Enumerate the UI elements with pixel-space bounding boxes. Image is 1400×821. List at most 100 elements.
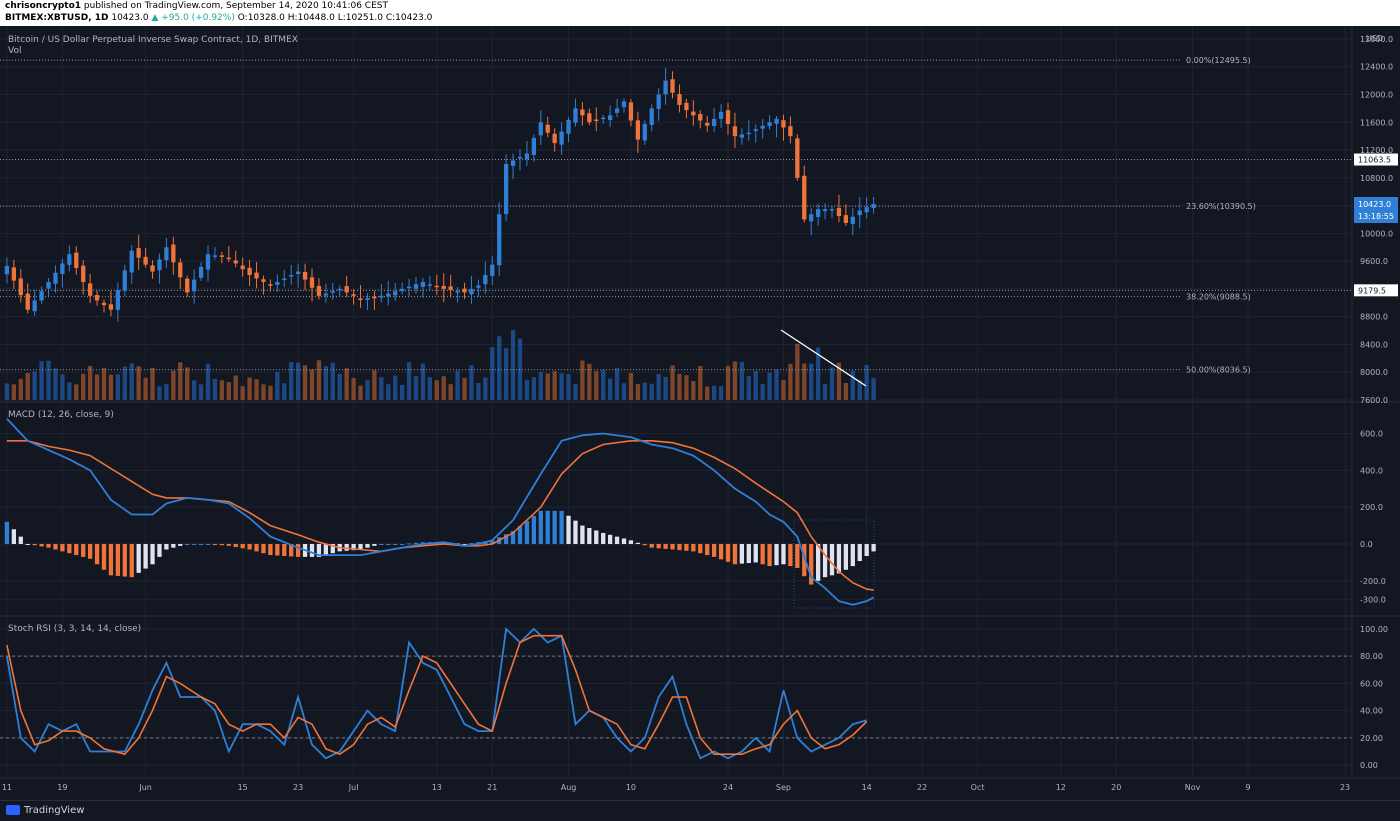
macd-hist-bar — [386, 544, 391, 545]
hline-price-box — [1354, 284, 1398, 297]
macd-hist-bar — [420, 542, 426, 544]
volume-bar — [4, 383, 10, 400]
volume-bar — [871, 378, 876, 400]
symbol-name: BITMEX:XBTUSD, 1D — [5, 13, 109, 23]
macd-hist-bar — [559, 510, 564, 544]
macd-hist-bar — [178, 544, 183, 546]
candle-body — [53, 272, 58, 284]
time-tick-label: 12 — [1056, 783, 1066, 792]
chart-area[interactable]: Bitcoin / US Dollar Perpetual Inverse Sw… — [0, 26, 1400, 800]
volume-bars — [4, 330, 876, 400]
macd-hist-bar — [150, 544, 155, 565]
volume-bar — [18, 378, 23, 400]
axes: 12800.012400.012000.011600.011200.010800… — [0, 26, 1400, 792]
macd-hist-bar — [323, 544, 329, 556]
volume-bar — [309, 369, 315, 400]
macd-hist-bar — [191, 544, 197, 545]
low-value: 10251.0 — [345, 13, 383, 23]
price-tick-label: 8800.0 — [1360, 313, 1388, 322]
macd-hist-bar — [566, 515, 571, 544]
volume-bar — [836, 362, 842, 400]
tradingview-logo[interactable]: TradingView — [6, 805, 84, 816]
candle-body — [566, 119, 571, 134]
candle-body — [573, 108, 578, 123]
volume-bar — [483, 377, 488, 400]
hline-price-label: 9179.5 — [1358, 286, 1386, 295]
candle-body — [788, 126, 793, 137]
volume-bar — [566, 374, 571, 400]
volume-bar — [337, 373, 342, 400]
publisher-name[interactable]: chrisoncrypto1 — [5, 1, 82, 11]
volume-bar — [718, 386, 724, 400]
macd-hist-bar — [836, 544, 842, 574]
volume-bar — [247, 377, 252, 400]
candle-body — [178, 262, 183, 278]
macd-hist-bar — [670, 544, 675, 550]
macd-hist-bar — [781, 544, 786, 565]
time-tick-label: 24 — [723, 783, 733, 792]
macd-panel[interactable]: MACD (12, 26, close, 9) — [4, 410, 876, 609]
volume-label: Vol — [8, 46, 21, 56]
macd-tick-label: -300.0 — [1360, 595, 1386, 604]
candle-body — [594, 119, 599, 122]
macd-hist-bar — [157, 544, 162, 557]
volume-bar — [413, 375, 419, 400]
volume-bar — [490, 347, 495, 400]
macd-hist-bar — [122, 544, 127, 577]
candle-body — [864, 207, 869, 213]
macd-hist-bar — [275, 544, 280, 556]
volume-bar — [129, 363, 134, 400]
macd-hist-bar — [864, 544, 869, 556]
candle-body — [552, 133, 557, 144]
volume-bar — [552, 371, 557, 400]
volume-bar — [614, 368, 620, 400]
volume-bar — [101, 368, 107, 400]
volume-bar — [74, 384, 79, 400]
macd-hist-bar — [143, 544, 148, 569]
candle-body — [843, 215, 849, 223]
macd-hist-bar — [406, 543, 412, 545]
volume-bar — [607, 378, 613, 400]
time-tick-label: 21 — [487, 783, 497, 792]
macd-hist-bar — [295, 544, 301, 557]
volume-bar — [809, 363, 814, 400]
fib-label: 38.20%(9088.5) — [1186, 293, 1251, 302]
price-panel[interactable]: Bitcoin / US Dollar Perpetual Inverse Sw… — [0, 34, 1383, 400]
macd-hist-bar — [649, 544, 654, 548]
stochrsi-panel[interactable]: Stoch RSI (3, 3, 14, 14, close) — [6, 624, 868, 760]
stoch-tick-label: 40.00 — [1360, 707, 1383, 716]
volume-bar — [788, 363, 793, 400]
candle-body — [261, 279, 266, 282]
macd-hist-bar — [635, 542, 641, 544]
macd-hist-bar — [39, 544, 44, 547]
macd-hist-bar — [60, 544, 65, 552]
volume-bar — [621, 383, 627, 400]
volume-bar — [455, 370, 460, 400]
high-value: 10448.0 — [297, 13, 335, 23]
stoch-d-line — [6, 634, 868, 756]
candle-body — [559, 131, 564, 145]
macd-hist-bar — [108, 544, 114, 576]
highlight-box[interactable] — [793, 519, 875, 609]
macd-hist-bar — [413, 542, 419, 544]
time-tick-label: 14 — [862, 783, 872, 792]
fib-label: 50.00%(8036.5) — [1186, 366, 1251, 375]
macd-hist-bar — [607, 534, 613, 544]
volume-bar — [53, 368, 58, 400]
macd-hist-bar — [379, 544, 384, 545]
last-price-box — [1354, 196, 1398, 223]
macd-hist-bar — [205, 544, 211, 545]
volume-bar — [767, 372, 772, 400]
candle-body — [115, 290, 121, 310]
volume-bar — [746, 376, 751, 400]
volume-bar — [795, 343, 800, 400]
candle-body — [739, 134, 745, 138]
candle-body — [434, 285, 439, 288]
volume-bar — [302, 365, 308, 400]
macd-hist-bar — [601, 532, 606, 544]
candle-body — [254, 272, 259, 279]
trendline[interactable] — [780, 329, 867, 387]
candle-body — [490, 264, 495, 276]
candle-body — [18, 278, 23, 296]
macd-hist-bar — [711, 544, 717, 557]
